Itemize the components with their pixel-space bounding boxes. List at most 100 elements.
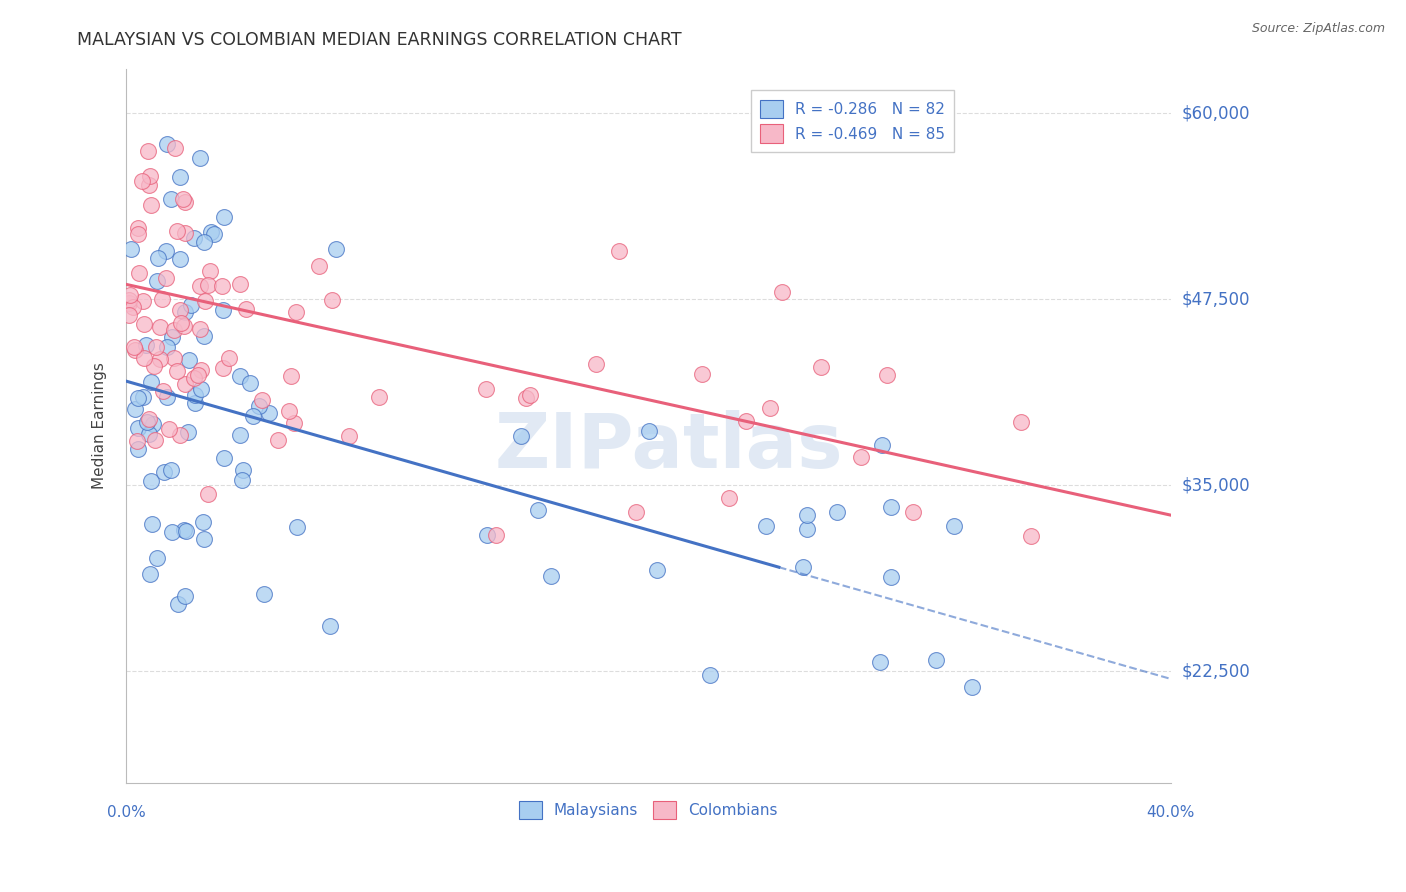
Point xyxy=(235,301,257,316)
Point xyxy=(1010,415,1032,429)
Point xyxy=(173,194,195,209)
Point xyxy=(960,680,983,694)
Point xyxy=(228,277,250,292)
Point xyxy=(188,151,211,165)
Point xyxy=(139,169,162,183)
Point xyxy=(166,223,188,237)
Point xyxy=(200,225,222,239)
Point xyxy=(253,587,276,601)
Point xyxy=(124,343,146,358)
Point xyxy=(197,487,219,501)
Point xyxy=(285,520,308,534)
Point xyxy=(191,515,214,529)
Point xyxy=(527,503,550,517)
Point xyxy=(174,524,197,539)
Point xyxy=(163,141,186,155)
Point xyxy=(163,351,186,365)
Point xyxy=(278,404,301,418)
Point xyxy=(180,298,202,312)
Point xyxy=(152,384,174,398)
Point xyxy=(160,525,183,540)
Point xyxy=(146,550,169,565)
Point xyxy=(177,352,200,367)
Point xyxy=(229,427,252,442)
Point xyxy=(792,559,814,574)
Point xyxy=(142,417,165,431)
Point xyxy=(169,303,191,318)
Point xyxy=(183,371,205,385)
Point xyxy=(156,136,179,151)
Point xyxy=(638,424,661,438)
Point xyxy=(143,433,166,447)
Point xyxy=(141,375,163,389)
Point xyxy=(188,321,211,335)
Point xyxy=(162,323,184,337)
Point xyxy=(283,417,305,431)
Point xyxy=(138,427,160,442)
Point xyxy=(699,667,721,681)
Point xyxy=(166,363,188,377)
Point xyxy=(239,376,262,391)
Point xyxy=(231,473,253,487)
Point xyxy=(136,144,159,158)
Point xyxy=(127,421,149,435)
Point xyxy=(193,532,215,546)
Point xyxy=(1021,529,1043,543)
Point xyxy=(150,292,173,306)
Point xyxy=(118,295,141,310)
Point xyxy=(132,294,155,309)
Point xyxy=(139,567,162,582)
Point xyxy=(197,277,219,292)
Text: 0.0%: 0.0% xyxy=(107,805,145,821)
Point xyxy=(212,210,235,224)
Point xyxy=(759,401,782,415)
Y-axis label: Median Earnings: Median Earnings xyxy=(93,362,107,489)
Point xyxy=(242,409,264,423)
Point xyxy=(118,308,141,322)
Point xyxy=(131,173,153,187)
Point xyxy=(184,387,207,401)
Point xyxy=(321,293,343,307)
Point xyxy=(624,505,647,519)
Point xyxy=(190,382,212,396)
Point xyxy=(141,516,163,531)
Point xyxy=(149,319,172,334)
Point xyxy=(257,406,280,420)
Point xyxy=(121,301,143,315)
Point xyxy=(152,465,174,479)
Point xyxy=(120,242,142,256)
Point xyxy=(127,442,149,456)
Point xyxy=(880,500,903,514)
Point xyxy=(796,508,818,522)
Point xyxy=(190,363,212,377)
Point xyxy=(160,192,183,206)
Point xyxy=(187,368,209,382)
Point xyxy=(118,288,141,302)
Point xyxy=(368,390,391,404)
Point xyxy=(810,359,832,374)
Point xyxy=(160,330,183,344)
Point xyxy=(585,357,607,371)
Point xyxy=(942,518,965,533)
Point xyxy=(135,415,157,429)
Point xyxy=(124,340,146,354)
Text: MALAYSIAN VS COLOMBIAN MEDIAN EARNINGS CORRELATION CHART: MALAYSIAN VS COLOMBIAN MEDIAN EARNINGS C… xyxy=(77,31,682,49)
Point xyxy=(232,463,254,477)
Point xyxy=(879,570,901,584)
Point xyxy=(228,369,250,384)
Point xyxy=(145,340,167,354)
Point xyxy=(124,401,146,416)
Point xyxy=(325,242,347,256)
Text: $22,500: $22,500 xyxy=(1181,663,1250,681)
Point xyxy=(540,569,562,583)
Point xyxy=(132,351,155,365)
Point xyxy=(145,274,167,288)
Point xyxy=(901,505,924,519)
Point xyxy=(211,303,233,318)
Point xyxy=(127,227,149,241)
Point xyxy=(159,463,181,477)
Point xyxy=(134,317,156,331)
Point xyxy=(218,351,240,366)
Point xyxy=(870,438,893,452)
Text: $47,500: $47,500 xyxy=(1181,290,1250,309)
